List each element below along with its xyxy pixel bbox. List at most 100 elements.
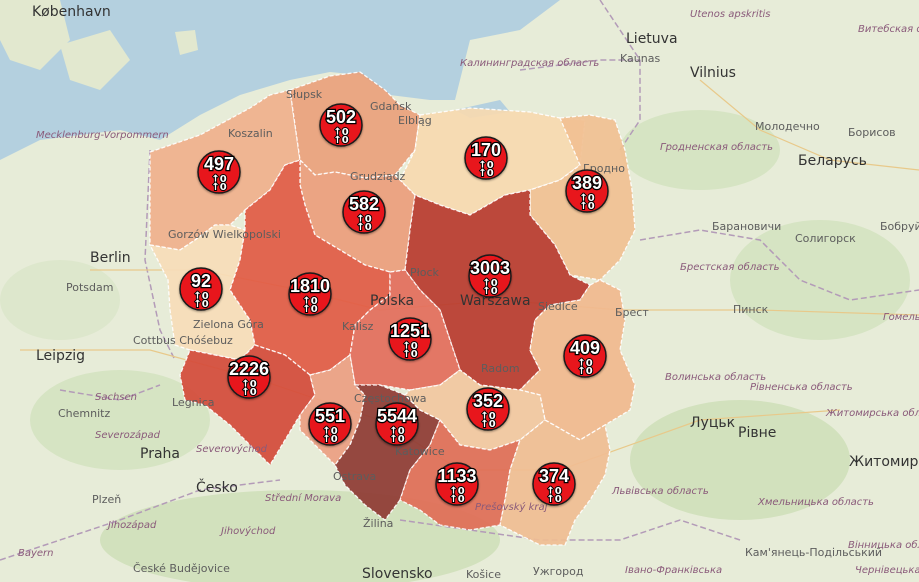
count-marker-lubuskie[interactable]: 92↑0↑0	[179, 267, 223, 311]
place-label: Warszawa	[460, 293, 531, 309]
place-label: Житомир	[849, 454, 919, 470]
marker-count: 2226	[229, 359, 269, 379]
marker-symbol: ↑0	[389, 426, 404, 437]
marker-symbol: ↑0	[577, 358, 592, 369]
place-label: Брест	[615, 306, 649, 319]
marker-symbol: ↑0	[193, 291, 208, 302]
count-marker-slaskie[interactable]: 5544↑0↑0	[375, 402, 419, 446]
place-label: Košice	[466, 568, 501, 581]
place-label: Волинська область	[665, 371, 766, 383]
place-label: Солигорск	[795, 232, 856, 245]
place-label: Slovensko	[362, 566, 433, 582]
count-marker-pomorskie[interactable]: 502↑0↑0	[319, 103, 363, 147]
place-label: Lietuva	[626, 31, 678, 47]
marker-circle	[388, 317, 432, 361]
place-label: Prešovský kraj	[475, 501, 548, 513]
count-marker-swietokrzyskie[interactable]: 352↑0↑0	[466, 387, 510, 431]
place-label: Potsdam	[66, 281, 113, 294]
place-label: Ужгород	[533, 565, 584, 578]
place-label: Vilnius	[690, 65, 736, 81]
marker-count: 582	[349, 194, 379, 214]
marker-circle	[288, 272, 332, 316]
place-label: Барановичи	[712, 220, 781, 233]
place-label: Polska	[370, 293, 414, 309]
marker-circle	[375, 402, 419, 446]
marker-count-symbol: ↑0	[478, 168, 493, 179]
count-marker-lodzkie[interactable]: 1251↑0↑0	[388, 317, 432, 361]
place-label: Gorzów Wielkopolski	[168, 228, 281, 241]
count-marker-dolnoslaskie[interactable]: 2226↑0↑0	[227, 355, 271, 399]
place-label: Калининградская область	[460, 57, 599, 69]
marker-circle	[227, 355, 271, 399]
marker-count-symbol: ↑0	[389, 434, 404, 445]
place-label: České Budějovice	[133, 562, 230, 575]
marker-count-symbol: ↑0	[577, 366, 592, 377]
count-marker-malopolskie[interactable]: 1133↑0↑0	[435, 462, 479, 506]
marker-symbol: ↑0	[478, 160, 493, 171]
place-label: Кам'янець-Подільський	[745, 546, 882, 559]
count-marker-mazowieckie[interactable]: 3003↑0↑0	[468, 254, 512, 298]
marker-circle	[466, 387, 510, 431]
marker-circle	[197, 150, 241, 194]
marker-count: 374	[539, 466, 569, 486]
marker-count: 409	[570, 338, 600, 358]
count-marker-kujawsko-pomorskie[interactable]: 582↑0↑0	[342, 190, 386, 234]
place-label: Луцьк	[690, 415, 735, 431]
marker-count-symbol: ↑0	[449, 494, 464, 505]
marker-count-symbol: ↑0	[579, 201, 594, 212]
place-label: Kalisz	[342, 320, 374, 333]
place-label: Częstochowa	[354, 392, 426, 405]
place-label: Płock	[410, 266, 440, 279]
place-label: København	[32, 4, 111, 20]
marker-symbol: ↑0	[211, 174, 226, 185]
place-label: Legnica	[172, 396, 215, 409]
place-label: Ostrava	[333, 470, 376, 483]
place-label: Mecklenburg-Vorpommern	[36, 130, 169, 141]
marker-circle	[565, 169, 609, 213]
marker-count: 3003	[470, 258, 510, 278]
place-label: Бобруйск	[880, 220, 919, 233]
marker-count-symbol: ↑0	[193, 299, 208, 310]
marker-symbol: ↑0	[480, 411, 495, 422]
count-marker-opolskie[interactable]: 551↑0↑0	[308, 402, 352, 446]
place-label: Žilina	[363, 517, 393, 530]
marker-symbol: ↑0	[241, 379, 256, 390]
marker-count: 389	[572, 173, 602, 193]
place-label: Чернівецька	[855, 564, 919, 576]
place-label: Siedlce	[538, 300, 578, 313]
place-label: Брестская область	[680, 261, 780, 273]
marker-circle	[342, 190, 386, 234]
marker-count-symbol: ↑0	[302, 304, 317, 315]
marker-count-symbol: ↑0	[356, 222, 371, 233]
count-marker-podlaskie[interactable]: 389↑0↑0	[565, 169, 609, 213]
marker-circle	[319, 103, 363, 147]
region-dolnoslaskie[interactable]	[179, 344, 316, 467]
place-label: Рівненська область	[750, 381, 853, 393]
place-label: Вінницька область	[848, 539, 919, 551]
place-label: Grudziądz	[350, 170, 406, 183]
count-marker-wielkopolskie[interactable]: 1810↑0↑0	[288, 272, 332, 316]
place-label: Гомель	[883, 312, 919, 323]
marker-symbol: ↑0	[579, 193, 594, 204]
place-label: Витебская область	[858, 23, 919, 35]
place-label: Chemnitz	[58, 407, 110, 420]
place-label: Житомирська область	[825, 407, 919, 419]
place-label: Gdańsk	[370, 100, 412, 113]
count-marker-podkarpackie[interactable]: 374↑0↑0	[532, 462, 576, 506]
marker-count-symbol: ↑0	[241, 387, 256, 398]
place-label: Хмельницька область	[757, 496, 874, 508]
marker-symbol: ↑0	[333, 127, 348, 138]
region-wielkopolskie[interactable]	[229, 159, 391, 376]
place-label: Cottbus Chóśebuz	[133, 334, 233, 347]
marker-circle	[179, 267, 223, 311]
marker-count-symbol: ↑0	[546, 494, 561, 505]
place-label: Praha	[140, 446, 180, 462]
count-marker-lubelskie[interactable]: 409↑0↑0	[563, 334, 607, 378]
marker-count-symbol: ↑0	[333, 135, 348, 146]
count-marker-warminsko-mazurskie[interactable]: 170↑0↑0	[464, 136, 508, 180]
marker-circle	[464, 136, 508, 180]
count-marker-zachodniopomorskie[interactable]: 497↑0↑0	[197, 150, 241, 194]
marker-count: 1133	[437, 466, 476, 486]
